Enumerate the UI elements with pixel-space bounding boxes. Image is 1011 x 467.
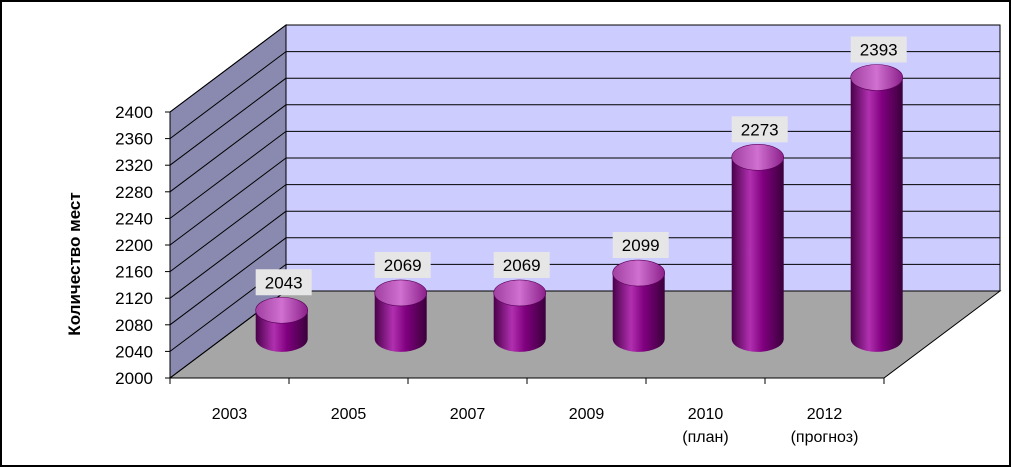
bar-body (612, 273, 665, 352)
y-tick-label: 2040 (115, 342, 153, 361)
data-label-box (850, 36, 907, 63)
x-tick-sublabel: (план) (682, 429, 728, 446)
bars (255, 64, 904, 352)
data-label-value: 2069 (503, 256, 541, 275)
data-label: 2069 (493, 251, 550, 278)
x-tick-label: 2010 (688, 406, 724, 423)
data-label: 2043 (255, 269, 312, 296)
gridline-side (169, 24, 287, 113)
gridline-side (169, 184, 287, 273)
y-tick-label: 2120 (115, 289, 153, 308)
bar-body (374, 292, 427, 352)
x-tick-label: 2012 (807, 406, 843, 423)
gridline-side (169, 210, 287, 299)
data-label-value: 2273 (741, 120, 779, 139)
y-tick-label: 2280 (115, 183, 153, 202)
data-label: 2273 (731, 116, 788, 143)
x-tick-label: 2007 (450, 406, 486, 423)
y-tick-label: 2400 (115, 103, 153, 122)
bar-top (850, 64, 904, 91)
y-tick-label: 2240 (115, 209, 153, 228)
gridline-side (169, 157, 287, 246)
y-axis-title: Количество мест (65, 192, 84, 335)
gridline-side (169, 104, 287, 193)
bar-2010 (731, 144, 785, 352)
data-label-value: 2043 (265, 273, 303, 292)
x-tick-sublabel: (прогноз) (791, 429, 859, 446)
data-label-box (493, 251, 550, 278)
x-tick-label: 2003 (212, 406, 248, 423)
data-label-box (612, 232, 669, 259)
y-tick-label: 2360 (115, 130, 153, 149)
data-label-box (731, 116, 788, 143)
gridline-side (169, 130, 287, 219)
data-label-box (255, 269, 312, 296)
bar-top (255, 296, 309, 324)
gridline-side (169, 51, 287, 140)
y-tick-label: 2320 (115, 156, 153, 175)
x-axis: 2003 2005 2007 2009 2010 (план) 2012 (прогноз) (169, 377, 885, 446)
bar-top (374, 279, 428, 307)
bar-2005 (374, 279, 428, 352)
data-label-value: 2393 (860, 41, 898, 60)
data-labels: 2043 2069 2069 2099 2273 2393 (255, 36, 907, 296)
y-tick-label: 2000 (115, 369, 153, 388)
bar-2012 (850, 64, 904, 352)
data-label-value: 2099 (622, 236, 660, 255)
bar-2009 (612, 259, 666, 352)
bar-top (612, 259, 666, 287)
x-tick-label: 2005 (331, 406, 367, 423)
y-tick-label: 2200 (115, 236, 153, 255)
bar-top (731, 144, 785, 171)
y-tick-label: 2080 (115, 316, 153, 335)
bar-2003 (255, 296, 309, 352)
data-label: 2393 (850, 36, 907, 63)
bar-2007 (493, 279, 547, 352)
bar-body (850, 77, 903, 352)
y-axis: 2000 2040 2080 2120 2160 2200 2240 2280 2320 2360… (115, 103, 171, 388)
data-label: 2069 (374, 251, 431, 278)
gridline-side (169, 237, 287, 326)
data-label: 2099 (612, 232, 669, 259)
x-tick-label: 2009 (569, 406, 605, 423)
bar-top (493, 279, 547, 307)
bar-body (493, 292, 546, 352)
data-label-box (374, 251, 431, 278)
data-label-value: 2069 (384, 256, 422, 275)
gridline-side (169, 77, 287, 166)
bar-body (731, 157, 784, 352)
y-tick-label: 2160 (115, 263, 153, 282)
